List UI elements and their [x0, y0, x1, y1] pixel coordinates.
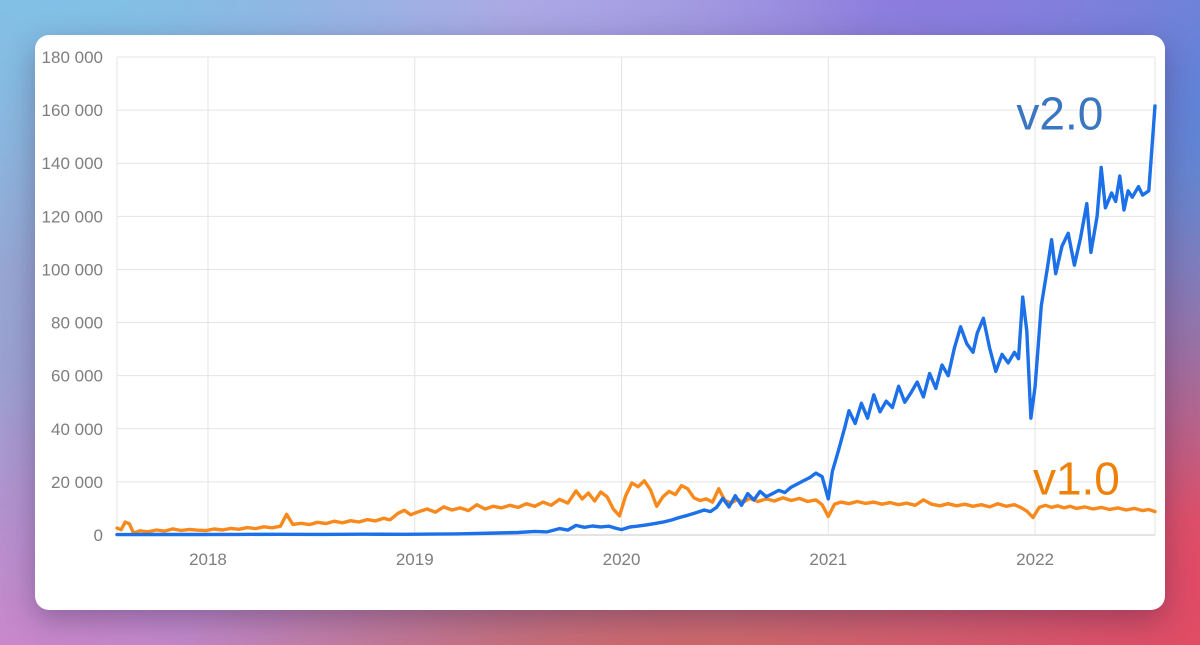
series-line-v1-0 [115, 479, 1157, 535]
series-line-v2-0 [115, 104, 1157, 537]
y-axis-tick-label: 160 000 [42, 101, 103, 120]
y-axis-tick-label: 0 [94, 526, 103, 545]
x-axis-tick-label: 2022 [1016, 550, 1054, 569]
y-axis-tick-label: 60 000 [51, 367, 103, 386]
y-axis-tick-label: 20 000 [51, 473, 103, 492]
y-axis-tick-label: 80 000 [51, 314, 103, 333]
y-axis-tick-label: 40 000 [51, 420, 103, 439]
x-axis-tick-label: 2019 [396, 550, 434, 569]
x-axis-tick-label: 2020 [603, 550, 641, 569]
series-label-v1-0: v1.0 [1033, 452, 1120, 504]
series-label-v2-0: v2.0 [1016, 87, 1103, 139]
y-axis-tick-label: 120 000 [42, 207, 103, 226]
chart-card: 0 20 000 40 000 60 000 80 000 100 000 120 000 1… [35, 35, 1165, 610]
y-axis-tick-label: 180 000 [42, 48, 103, 67]
y-axis-tick-label: 100 000 [42, 260, 103, 279]
y-axis-tick-label: 140 000 [42, 154, 103, 173]
trend-chart: 0 20 000 40 000 60 000 80 000 100 000 120 000 1… [42, 48, 1157, 569]
x-axis-tick-label: 2021 [809, 550, 847, 569]
x-axis-tick-label: 2018 [189, 550, 227, 569]
